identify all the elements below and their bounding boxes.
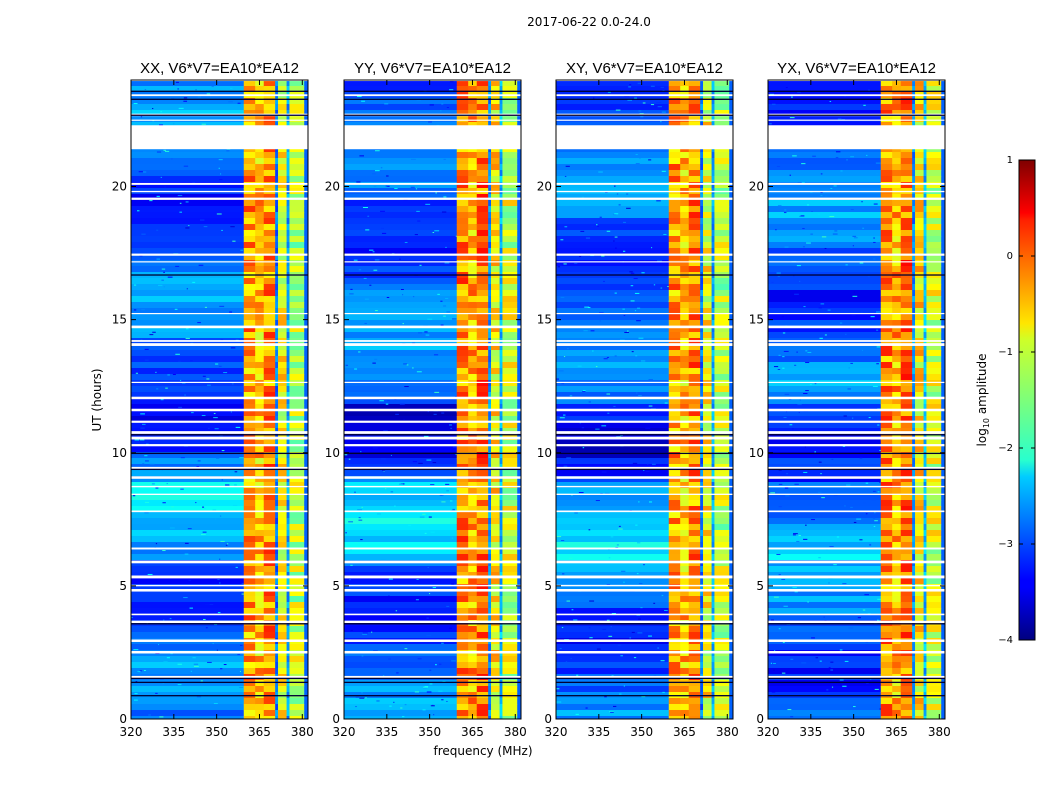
colorbar-tick-label: −4 bbox=[998, 635, 1013, 646]
panel-title: YY, V6*V7=EA10*EA12 bbox=[354, 60, 511, 77]
x-tick-label: 380 bbox=[928, 725, 951, 739]
colorbar-ticks: 1 0 −1 −2 −3 −4 bbox=[998, 155, 1035, 646]
y-tick-label: 15 bbox=[537, 313, 552, 327]
colorbar-label-log: log bbox=[975, 428, 989, 446]
panel-spectrogram bbox=[131, 80, 308, 719]
panel-yx: YX, V6*V7=EA10*EA12 320 335 350 365 380 0 5 10 15… bbox=[749, 60, 951, 739]
y-tick-label: 0 bbox=[544, 712, 552, 726]
x-tick-label: 365 bbox=[673, 725, 696, 739]
y-tick-label: 0 bbox=[119, 712, 127, 726]
y-tick-label: 15 bbox=[112, 313, 127, 327]
x-tick-label: 320 bbox=[545, 725, 568, 739]
panel-frame bbox=[555, 79, 734, 720]
y-tick-label: 0 bbox=[756, 712, 764, 726]
colorbar-label: log10 amplitude bbox=[975, 354, 991, 447]
panels: XX, V6*V7=EA10*EA12 320 335 350 365 380 0 5 10 15… bbox=[112, 60, 951, 739]
y-tick-label: 0 bbox=[332, 712, 340, 726]
panel-xy: XY, V6*V7=EA10*EA12 320 335 350 365 380 0 5 10 15… bbox=[537, 60, 739, 739]
y-tick-label: 5 bbox=[544, 579, 552, 593]
colorbar-tick-label: −2 bbox=[998, 443, 1013, 454]
x-tick-label: 365 bbox=[885, 725, 908, 739]
x-tick-label: 350 bbox=[205, 725, 228, 739]
x-tick-label: 350 bbox=[842, 725, 865, 739]
panel-frame bbox=[767, 79, 946, 720]
y-axis-label: UT (hours) bbox=[90, 368, 104, 431]
y-tick-label: 10 bbox=[112, 446, 127, 460]
y-tick-label: 20 bbox=[749, 180, 764, 194]
y-tick-label: 20 bbox=[112, 180, 127, 194]
y-tick-label: 15 bbox=[325, 313, 340, 327]
x-tick-label: 320 bbox=[333, 725, 356, 739]
panel-frame bbox=[343, 79, 522, 720]
y-tick-label: 5 bbox=[332, 579, 340, 593]
panel-spectrogram bbox=[556, 80, 733, 719]
panel-xx: XX, V6*V7=EA10*EA12 320 335 350 365 380 0 5 10 15… bbox=[112, 60, 314, 739]
panel-title: XY, V6*V7=EA10*EA12 bbox=[566, 60, 723, 77]
x-tick-label: 335 bbox=[587, 725, 610, 739]
y-tick-label: 10 bbox=[325, 446, 340, 460]
panel-title: XX, V6*V7=EA10*EA12 bbox=[140, 60, 299, 77]
colorbar-label-subscript: 10 bbox=[982, 418, 991, 428]
y-tick-label: 20 bbox=[325, 180, 340, 194]
panel-frame bbox=[130, 79, 309, 720]
x-tick-label: 380 bbox=[504, 725, 527, 739]
figure-title: 2017-06-22 0.0-24.0 bbox=[527, 15, 651, 29]
y-tick-label: 10 bbox=[537, 446, 552, 460]
x-tick-label: 335 bbox=[375, 725, 398, 739]
colorbar-label-rest: amplitude bbox=[975, 354, 989, 418]
x-tick-label: 380 bbox=[716, 725, 739, 739]
x-tick-label: 380 bbox=[291, 725, 314, 739]
panel-spectrogram bbox=[768, 80, 945, 719]
x-tick-label: 335 bbox=[162, 725, 185, 739]
colorbar-bar bbox=[1018, 159, 1036, 641]
y-tick-label: 10 bbox=[749, 446, 764, 460]
colorbar-tick-label: 1 bbox=[1007, 155, 1013, 166]
colorbar-tick-label: −1 bbox=[998, 347, 1013, 358]
x-tick-label: 350 bbox=[630, 725, 653, 739]
panel-title: YX, V6*V7=EA10*EA12 bbox=[777, 60, 936, 77]
y-tick-label: 15 bbox=[749, 313, 764, 327]
y-tick-label: 20 bbox=[537, 180, 552, 194]
x-tick-label: 320 bbox=[757, 725, 780, 739]
colorbar-tick-label: −3 bbox=[998, 539, 1013, 550]
colorbar-tick-label: 0 bbox=[1007, 251, 1013, 262]
x-tick-label: 365 bbox=[248, 725, 271, 739]
panel-yy: YY, V6*V7=EA10*EA12 320 335 350 365 380 0 5 10 15… bbox=[325, 60, 527, 739]
x-tick-label: 320 bbox=[120, 725, 143, 739]
x-tick-label: 365 bbox=[461, 725, 484, 739]
x-tick-label: 350 bbox=[418, 725, 441, 739]
y-tick-label: 5 bbox=[756, 579, 764, 593]
x-tick-label: 335 bbox=[799, 725, 822, 739]
x-axis-label: frequency (MHz) bbox=[433, 744, 532, 758]
y-tick-label: 5 bbox=[119, 579, 127, 593]
colorbar: 10−1−2−3−4 log10 amplitude bbox=[975, 155, 1036, 646]
panel-spectrogram bbox=[344, 80, 521, 719]
